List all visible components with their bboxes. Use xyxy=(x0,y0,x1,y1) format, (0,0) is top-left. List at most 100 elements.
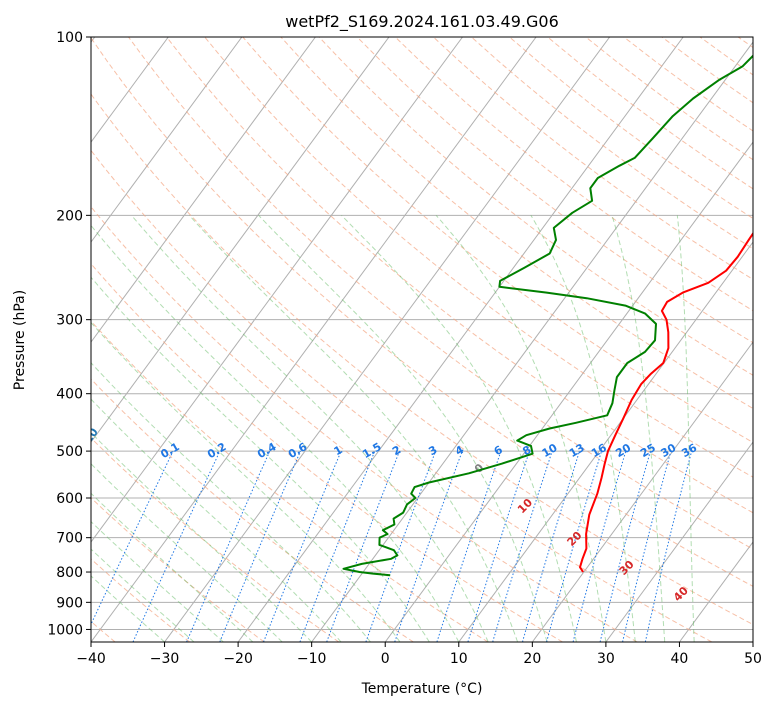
dry-adiabat-line xyxy=(623,37,753,132)
chart-title: wetPf2_S169.2024.161.03.49.G06 xyxy=(285,12,559,32)
mixing-ratio-line xyxy=(263,450,342,642)
moist-adiabat-line xyxy=(91,492,254,642)
mixing-ratio-line xyxy=(132,450,221,642)
isotherm-line xyxy=(91,37,316,343)
moist-adiabat-line xyxy=(91,548,195,642)
mixing-ratio-line xyxy=(219,450,301,642)
x-tick-label: 50 xyxy=(744,651,762,667)
isopleth-labels: 0.10.20.40.611.52346810131620253036-60-5… xyxy=(26,425,699,604)
moist-adiabat-line xyxy=(131,214,489,642)
mixing-ratio-label: 13 xyxy=(567,441,587,460)
isotherm-line xyxy=(311,41,753,642)
isotherm-line xyxy=(458,241,753,642)
x-tick-label: −20 xyxy=(223,651,253,667)
y-tick-label: 1000 xyxy=(47,622,83,638)
dry-adiabat-line xyxy=(91,558,191,642)
plot-frame xyxy=(90,36,754,643)
x-tick-label: 0 xyxy=(381,651,390,667)
moist-adiabat-line xyxy=(91,321,401,642)
isotherm-line xyxy=(384,141,753,642)
moist-adiabat-label: 20 xyxy=(565,529,585,549)
mixing-ratio-label: 1.5 xyxy=(360,440,383,461)
moist-adiabat-line xyxy=(188,214,519,642)
dry-adiabat-line xyxy=(394,37,753,312)
moist-adiabat-line xyxy=(91,276,430,642)
x-tick-label: 20 xyxy=(523,651,541,667)
isotherm-line xyxy=(752,641,753,642)
y-tick-label: 100 xyxy=(56,30,83,46)
y-tick-label: 200 xyxy=(56,208,83,224)
mixing-ratio-line xyxy=(91,450,174,626)
mixing-ratio-line xyxy=(365,450,437,642)
isotherm-line xyxy=(91,37,243,243)
moist-adiabat-line xyxy=(676,215,695,642)
dry-adiabat-line xyxy=(91,320,489,642)
mixing-ratio-line xyxy=(492,450,553,642)
dry-adiabat-line xyxy=(128,37,753,550)
dry-adiabat-line xyxy=(91,149,713,642)
moist-adiabat-line xyxy=(91,224,460,642)
dry-adiabat-label: -30 xyxy=(26,497,48,521)
dry-adiabat-line xyxy=(91,93,753,626)
isotherm-line xyxy=(91,37,169,143)
mixing-ratio-line xyxy=(467,450,530,642)
mixing-ratio-label: 6 xyxy=(492,443,505,458)
dry-adiabat-line xyxy=(166,37,753,514)
isotherm-line xyxy=(605,441,753,642)
moist-adiabat-line xyxy=(91,362,371,642)
mixing-ratio-label: 10 xyxy=(540,441,560,460)
mixing-ratio-label: 0.6 xyxy=(286,440,310,461)
y-tick-label: 600 xyxy=(56,491,83,507)
dry-adiabat-line xyxy=(699,37,753,76)
moist-adiabat-label: 40 xyxy=(671,584,691,604)
x-tick-label: 10 xyxy=(450,651,468,667)
moist-adiabat-line xyxy=(91,575,165,642)
isobar-gridlines xyxy=(91,37,753,630)
y-tick-label: 800 xyxy=(56,565,83,581)
moist-adiabat-line xyxy=(611,215,666,642)
x-axis-ticks: −40 −30 −20 −10 0 10 20 30 40 50 xyxy=(76,642,762,667)
x-tick-label: 30 xyxy=(597,651,615,667)
mixing-ratio-line xyxy=(644,450,693,642)
isotherm-line xyxy=(164,37,611,642)
mixing-ratio-label: 4 xyxy=(453,443,466,458)
temperature-line xyxy=(579,231,753,573)
mixing-ratio-label: 0.2 xyxy=(205,440,228,461)
dry-adiabat-line xyxy=(91,437,340,642)
dry-adiabat-line xyxy=(91,263,563,642)
mixing-ratio-line xyxy=(546,450,603,642)
y-axis-label: Pressure (hPa) xyxy=(12,290,28,390)
dry-adiabat-line xyxy=(432,37,753,280)
moist-adiabats xyxy=(91,214,695,642)
moist-adiabat-line xyxy=(258,214,548,642)
mixing-ratio-line xyxy=(299,450,376,642)
y-axis-ticks: 100 200 300 400 500 600 700 800 900 1000 xyxy=(47,30,91,638)
mixing-ratio-label: 20 xyxy=(613,441,633,460)
dry-adiabat-line xyxy=(242,37,753,444)
moist-adiabat-label: 10 xyxy=(515,496,535,516)
moist-adiabat-line xyxy=(435,214,607,642)
y-tick-label: 700 xyxy=(56,531,83,547)
x-axis-label: Temperature (°C) xyxy=(361,681,483,697)
dry-adiabats xyxy=(91,37,753,642)
dry-adiabat-label: -10 xyxy=(79,425,101,449)
isotherm-line xyxy=(679,541,753,642)
moist-adiabat-label: 30 xyxy=(617,558,637,578)
y-tick-label: 300 xyxy=(56,313,83,329)
plot-area: 0.10.20.40.611.52346810131620253036-60-5… xyxy=(26,37,753,642)
y-tick-label: 900 xyxy=(56,595,83,611)
x-tick-label: 40 xyxy=(671,651,689,667)
dry-adiabat-line xyxy=(737,37,753,49)
dry-adiabat-line xyxy=(471,37,753,250)
isotherm-line xyxy=(91,37,537,642)
mixing-ratio-line xyxy=(622,450,672,642)
mixing-ratio-label: 0.4 xyxy=(255,440,279,461)
moist-adiabat-line xyxy=(341,214,577,642)
dry-adiabat-line xyxy=(91,378,414,642)
mixing-ratio-label: 25 xyxy=(638,441,658,460)
moist-adiabat-line xyxy=(91,398,342,642)
y-tick-label: 400 xyxy=(56,387,83,403)
mixing-ratio-line xyxy=(436,450,502,642)
dry-adiabat-line xyxy=(509,37,753,220)
mixing-ratio-label: 30 xyxy=(659,441,679,460)
